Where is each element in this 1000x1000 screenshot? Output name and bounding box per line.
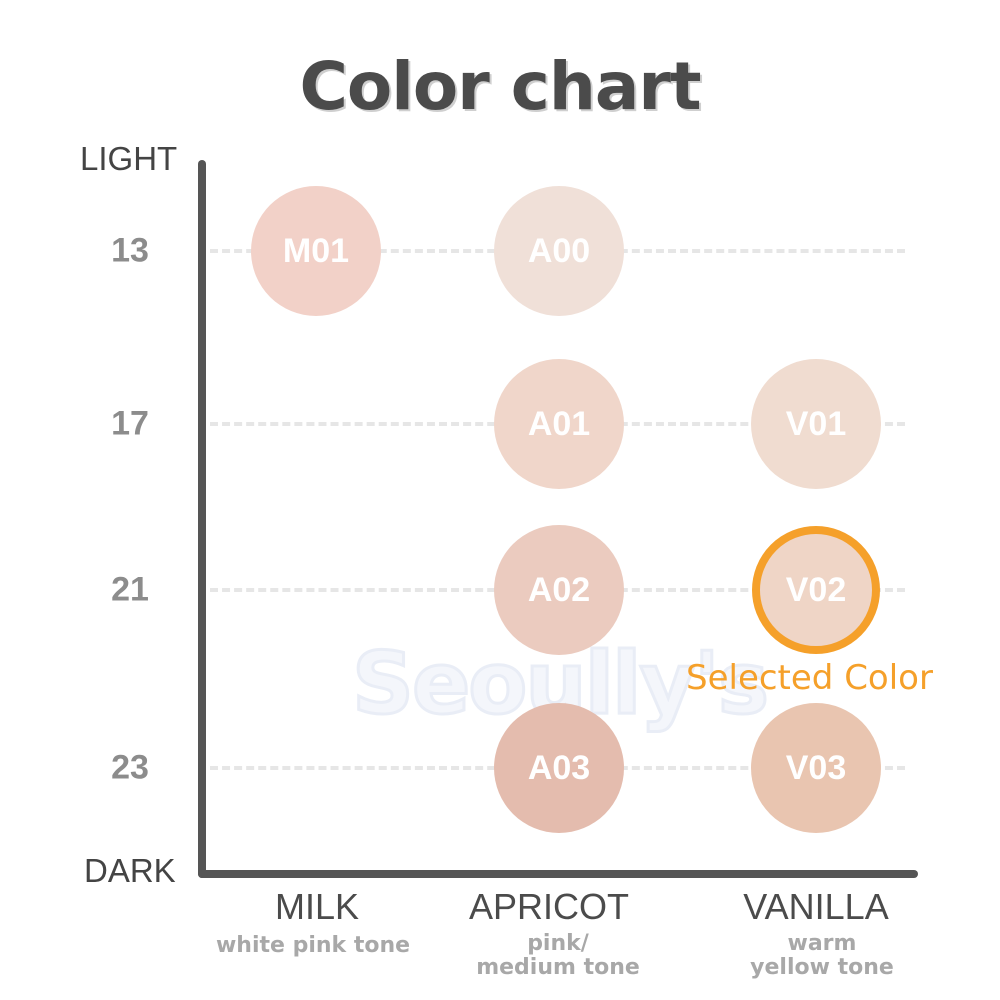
- swatch-code: A00: [527, 231, 591, 270]
- swatch-code: V03: [785, 748, 847, 787]
- column-name-apricot: APRICOT: [468, 886, 629, 927]
- swatch-code: A02: [527, 570, 591, 609]
- swatch-code: A03: [527, 748, 591, 787]
- swatch-code: V01: [785, 404, 847, 443]
- swatch-code: A01: [527, 404, 591, 443]
- swatch-a02[interactable]: A02: [494, 525, 624, 655]
- y-axis-dark-label: DARK: [84, 852, 176, 889]
- column-tone-line: warm: [787, 931, 857, 956]
- column-tone-line: medium tone: [476, 955, 640, 980]
- swatch-code: M01: [282, 231, 350, 270]
- swatch-v03[interactable]: V03: [751, 703, 881, 833]
- column-tone-milk: white pink tone: [183, 934, 443, 958]
- swatch-v02[interactable]: V02: [752, 526, 880, 654]
- swatch-a03[interactable]: A03: [494, 703, 624, 833]
- y-tick-label: 13: [111, 231, 149, 270]
- x-axis-line: [198, 870, 918, 878]
- column-tone-vanilla: warm yellow tone: [692, 932, 952, 980]
- y-tick-label: 23: [111, 748, 149, 787]
- selected-color-label: Selected Color: [686, 658, 933, 698]
- swatch-code: V02: [785, 570, 847, 609]
- swatch-a00[interactable]: A00: [494, 186, 624, 316]
- column-tone-line: yellow tone: [750, 955, 894, 980]
- column-tone-apricot: pink/ medium tone: [428, 932, 688, 980]
- swatch-m01[interactable]: M01: [251, 186, 381, 316]
- column-tone-line: pink/: [527, 931, 589, 956]
- column-name-vanilla: VANILLA: [743, 886, 889, 927]
- swatch-v01[interactable]: V01: [751, 359, 881, 489]
- y-axis-line: [198, 160, 206, 878]
- y-tick-label: 21: [111, 570, 149, 609]
- column-name-milk: MILK: [274, 886, 360, 927]
- chart-title: Color chart: [299, 48, 701, 125]
- y-axis-light-label: LIGHT: [80, 140, 178, 177]
- column-tone-line: white pink tone: [215, 933, 411, 958]
- swatch-a01[interactable]: A01: [494, 359, 624, 489]
- y-tick-label: 17: [111, 404, 149, 443]
